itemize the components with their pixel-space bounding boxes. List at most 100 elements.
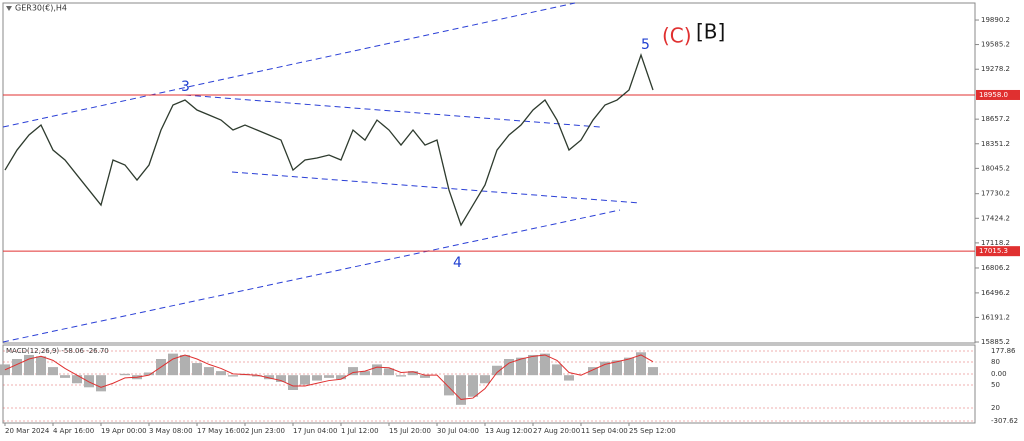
macd-panel	[2, 344, 976, 424]
y-tick-label: 18351.2	[981, 140, 1010, 148]
trend-line	[2, 2, 576, 128]
macd-axis-label: -307.62	[991, 417, 1018, 425]
chart-title: GER30(€),H4	[15, 4, 67, 13]
macd-bar	[180, 354, 190, 376]
macd-bar	[384, 368, 394, 376]
macd-bar	[84, 375, 94, 388]
macd-bar	[480, 375, 490, 384]
macd-bar	[36, 356, 46, 376]
x-tick-label: 15 Jul 20:00	[389, 427, 431, 435]
x-tick-label: 17 Jun 04:00	[293, 427, 337, 435]
y-tick-label: 19278.2	[981, 65, 1010, 73]
signal-line	[4, 354, 654, 400]
wave-label: 5	[641, 37, 650, 53]
x-tick-label: 25 Sep 12:00	[629, 427, 676, 435]
macd-bar	[192, 363, 202, 376]
price-line-series	[4, 53, 654, 227]
macd-bar	[12, 359, 22, 376]
macd-bar	[60, 375, 70, 378]
x-tick-label: 20 Mar 2024	[5, 427, 50, 435]
y-tick-label: 19890.2	[981, 16, 1010, 24]
wave-label: (C)	[662, 24, 692, 48]
macd-bar	[204, 367, 214, 376]
macd-bar	[48, 367, 58, 376]
x-tick-label: 4 Apr 16:00	[53, 427, 94, 435]
main-panel	[2, 2, 976, 344]
macd-bar	[588, 367, 598, 376]
wave-label: 4	[453, 255, 462, 271]
x-tick-label: 13 Aug 12:00	[485, 427, 532, 435]
y-tick-label: 17118.2	[981, 239, 1010, 247]
macd-axis-label: 80	[991, 358, 1000, 366]
macd-title: MACD(12,26,9) -58.06 -26.70	[6, 347, 109, 355]
macd-bar	[420, 375, 430, 378]
y-tick-label: 15885.2	[981, 338, 1010, 346]
y-tick-label: 19585.2	[981, 41, 1010, 49]
macd-bar	[444, 375, 454, 396]
macd-axis-label: 50	[991, 381, 1000, 389]
macd-bar	[312, 375, 322, 381]
y-tick-label: 17424.2	[981, 214, 1010, 222]
price-tag-label: 17015.3	[979, 247, 1008, 255]
y-tick-label: 16806.2	[981, 264, 1010, 272]
macd-bar	[492, 365, 502, 376]
macd-bar	[324, 375, 334, 378]
price-tag	[976, 89, 1020, 100]
y-tick-label: 16191.2	[981, 313, 1010, 321]
macd-bar	[468, 375, 478, 397]
macd-axis-label: 177.86	[991, 347, 1016, 355]
macd-axis-label: 0.00	[991, 370, 1007, 378]
x-tick-label: 17 May 16:00	[197, 427, 245, 435]
trend-line	[231, 171, 641, 204]
macd-bar	[408, 371, 418, 376]
macd-bar	[396, 375, 406, 377]
y-tick-label: 17730.2	[981, 190, 1010, 198]
macd-bar	[336, 375, 346, 380]
macd-bar	[528, 354, 538, 376]
macd-bar	[360, 371, 370, 376]
macd-bar	[348, 367, 358, 376]
trend-line	[2, 209, 621, 343]
y-tick-label: 16496.2	[981, 289, 1010, 297]
macd-bar	[564, 375, 574, 381]
macd-bar	[504, 359, 514, 376]
macd-bar	[624, 357, 634, 376]
macd-bar	[168, 353, 178, 376]
macd-bar	[600, 361, 610, 376]
macd-bar	[636, 352, 646, 376]
macd-bar	[276, 375, 286, 382]
macd-bar	[264, 375, 274, 380]
wave-label: 3	[181, 79, 190, 95]
macd-bar	[456, 375, 466, 405]
macd-bar	[300, 375, 310, 385]
symbol-icon	[6, 6, 12, 11]
macd-bar	[288, 375, 298, 390]
macd-axis-label: 20	[991, 404, 1000, 412]
x-tick-label: 3 May 08:00	[149, 427, 193, 435]
macd-bar	[540, 353, 550, 376]
x-tick-label: 30 Jul 04:00	[437, 427, 479, 435]
macd-bar	[24, 354, 34, 376]
macd-bar	[612, 360, 622, 376]
y-tick-label: 18045.2	[981, 164, 1010, 172]
x-tick-label: 11 Sep 04:00	[581, 427, 628, 435]
macd-bar	[372, 364, 382, 376]
macd-bar	[120, 373, 130, 376]
macd-bar	[552, 364, 562, 376]
x-tick-label: 2 Jun 23:00	[245, 427, 285, 435]
macd-bar	[216, 371, 226, 376]
wave-label: [B]	[696, 20, 725, 44]
macd-bar	[516, 357, 526, 376]
y-tick-label: 18657.2	[981, 115, 1010, 123]
macd-bar	[96, 375, 106, 392]
macd-bar	[72, 375, 82, 384]
macd-bar	[648, 367, 658, 376]
macd-bar	[228, 375, 238, 377]
price-tag	[976, 246, 1020, 257]
x-tick-label: 1 Jul 12:00	[341, 427, 379, 435]
price-tag-label: 18958.0	[979, 91, 1008, 99]
x-tick-label: 19 Apr 00:00	[101, 427, 147, 435]
macd-bar	[252, 375, 262, 377]
macd-bar	[144, 372, 154, 376]
